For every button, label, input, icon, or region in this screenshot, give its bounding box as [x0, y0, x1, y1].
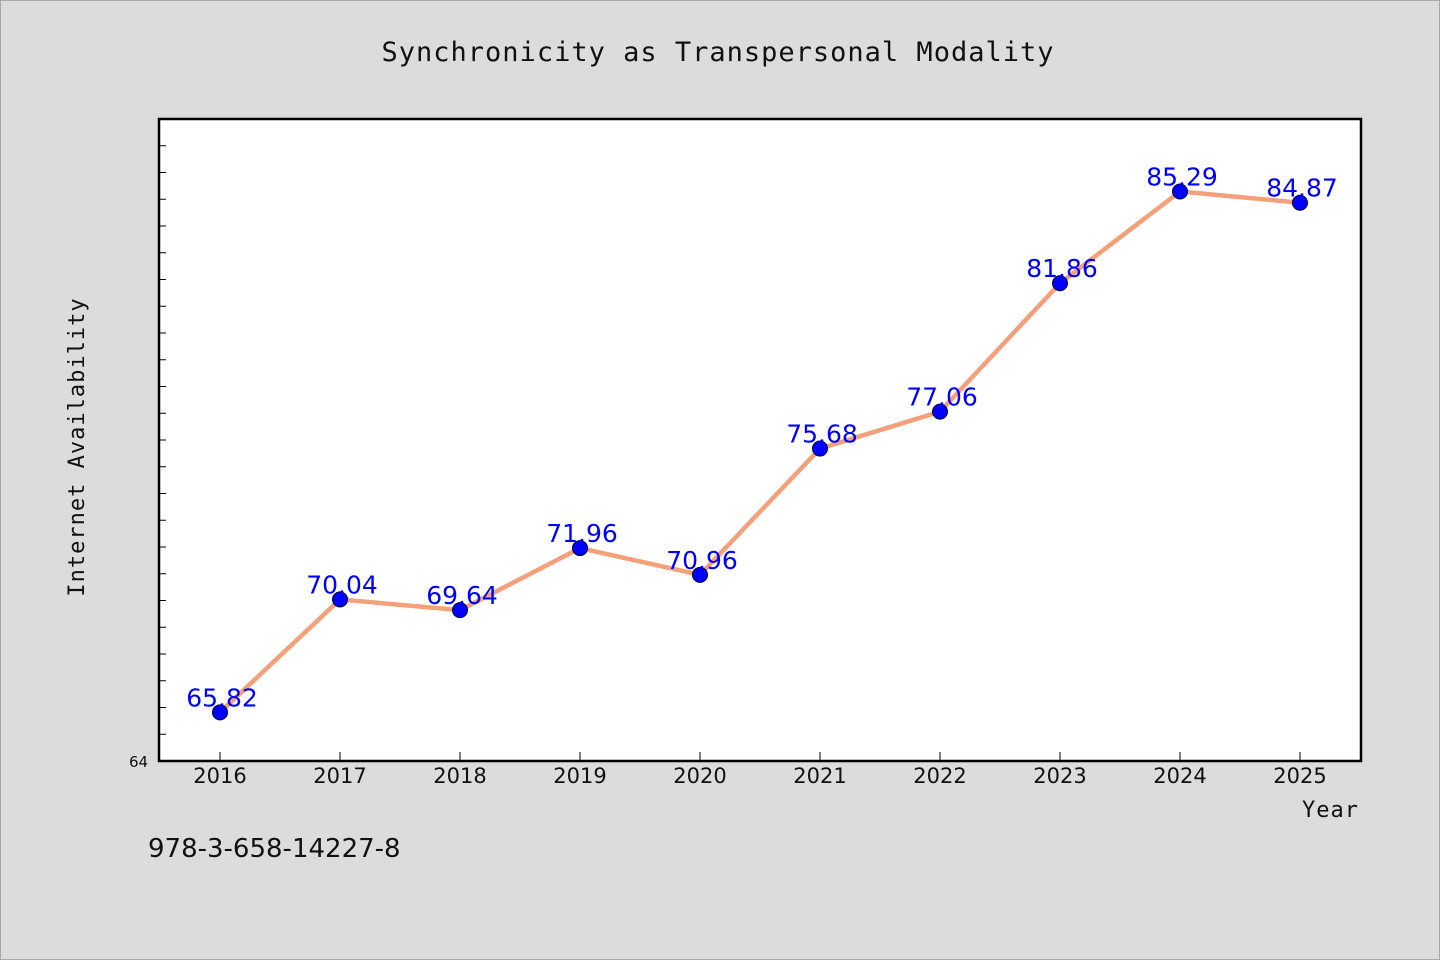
x-axis-title: Year: [1302, 798, 1359, 823]
data-label: 71.96: [546, 519, 618, 548]
x-tick-label: 2022: [913, 764, 966, 788]
x-tick-label: 2020: [673, 764, 726, 788]
series-layer: 65.82 70.04 69.64 71.96 70.96 75.68 77.06 81.86…: [186, 162, 1338, 721]
data-point: [452, 602, 468, 619]
data-point: [812, 440, 828, 457]
data-label: 77.06: [906, 383, 978, 412]
x-axis-ticks: 2016 2017 2018 2019 2020 2021 2022 2023 2024 2025: [193, 752, 1327, 788]
x-tick-label: 2017: [313, 764, 366, 788]
data-label: 75.68: [786, 420, 858, 449]
data-point: [572, 540, 588, 557]
data-label: 65.82: [186, 683, 258, 712]
x-tick-label: 2018: [433, 764, 486, 788]
isbn-text: 978-3-658-14227-8: [148, 834, 401, 864]
x-tick-label: 2025: [1273, 764, 1326, 788]
plot-area: [157, 117, 1363, 763]
data-label: 81.86: [1026, 254, 1098, 283]
chart-title: Synchronicity as Transpersonal Modality: [382, 37, 1055, 68]
x-tick-label: 2021: [793, 764, 846, 788]
y-axis-ticks: [159, 145, 166, 735]
data-label: 84.87: [1266, 174, 1338, 203]
x-tick-label: 2024: [1153, 764, 1206, 788]
series-line: [218, 189, 1301, 714]
x-tick-label: 2023: [1033, 764, 1086, 788]
data-point: [332, 591, 348, 608]
x-tick-label: 2019: [553, 764, 606, 788]
data-label: 85.29: [1146, 162, 1218, 191]
data-point: [212, 704, 228, 721]
data-point: [1052, 275, 1068, 292]
data-label: 70.96: [666, 546, 738, 575]
y-axis-min-label: 64: [129, 753, 148, 771]
data-point: [1172, 183, 1188, 200]
data-label: 70.04: [306, 570, 378, 599]
data-point: [692, 566, 708, 583]
y-axis-title: Internet Availability: [65, 297, 90, 596]
x-tick-label: 2016: [193, 764, 246, 788]
data-point: [932, 403, 948, 420]
data-point: [1292, 194, 1308, 211]
data-label: 69.64: [426, 581, 498, 610]
